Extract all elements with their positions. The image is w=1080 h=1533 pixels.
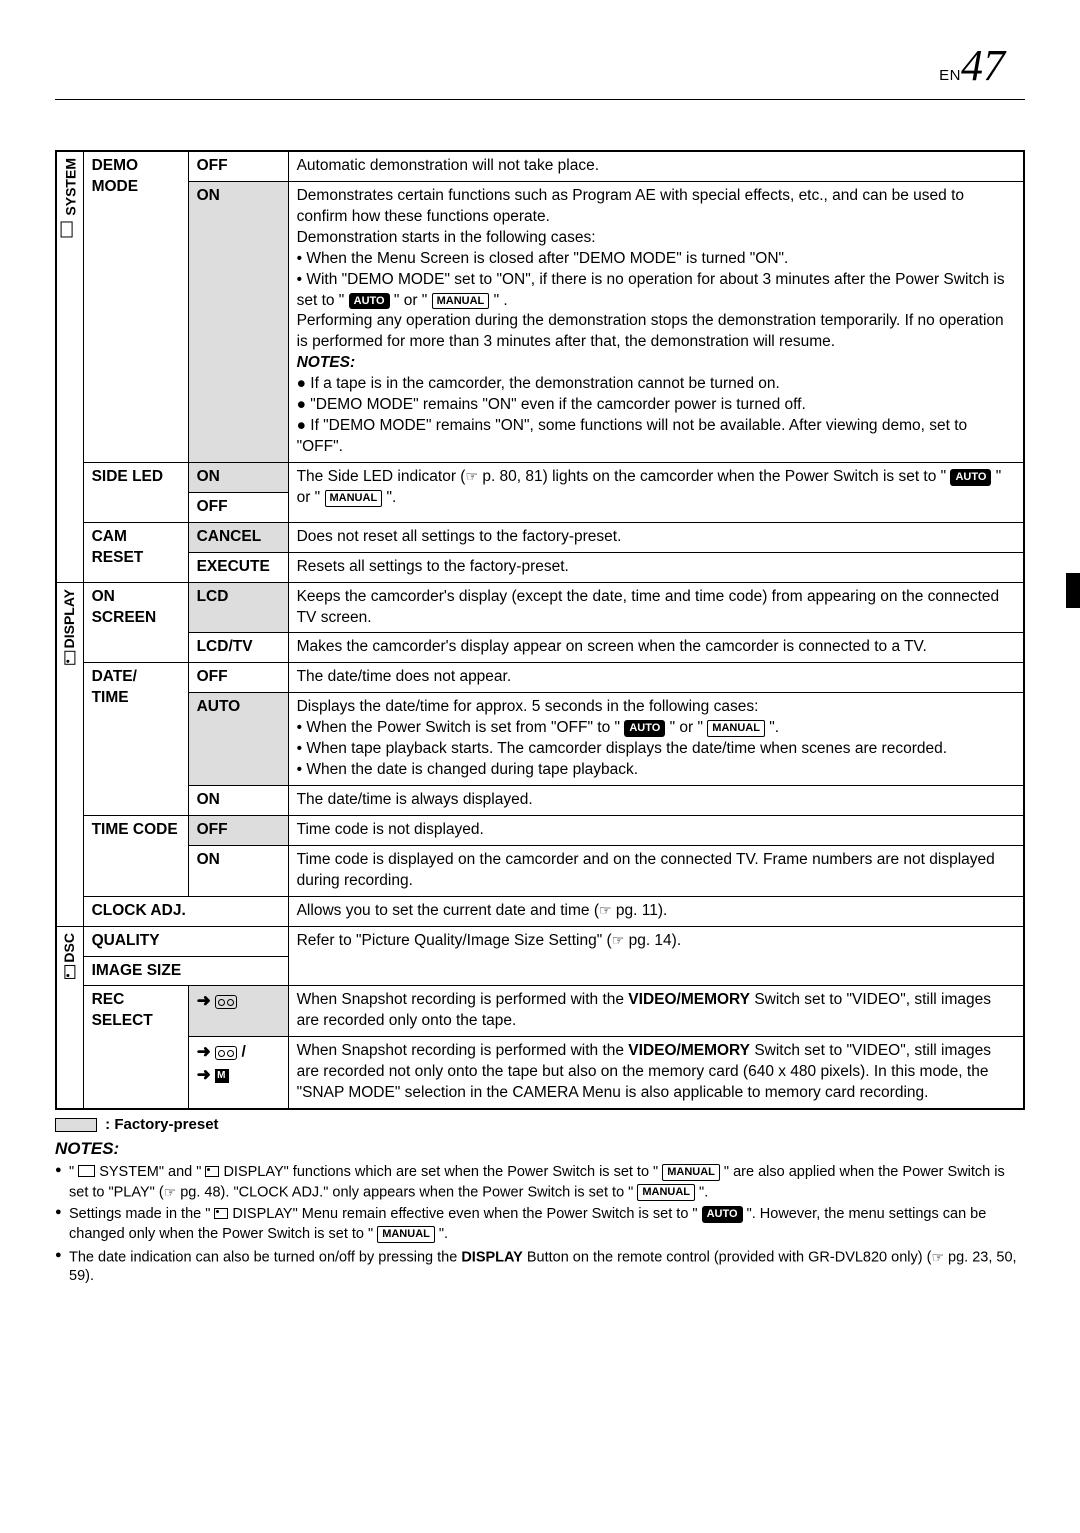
- desc-demo-off: Automatic demonstration will not take pl…: [288, 151, 1024, 181]
- memory-card-icon: [215, 1069, 229, 1083]
- desc-execute: Resets all settings to the factory-prese…: [288, 552, 1024, 582]
- option-off: OFF: [188, 815, 288, 845]
- en-label: EN: [939, 67, 961, 84]
- side-marker: [1066, 573, 1080, 608]
- setting-clock-adj: CLOCK ADJ.: [83, 896, 288, 926]
- setting-image-size: IMAGE SIZE: [83, 956, 288, 986]
- desc-cancel: Does not reset all settings to the facto…: [288, 522, 1024, 552]
- manual-pill: MANUAL: [325, 490, 383, 507]
- desc-rec-tape: When Snapshot recording is performed wit…: [288, 986, 1024, 1037]
- setting-side-led: SIDE LED: [83, 462, 188, 522]
- option-on: ON: [188, 785, 288, 815]
- auto-pill: AUTO: [950, 469, 991, 486]
- option-tape: ➜: [188, 986, 288, 1037]
- notes-list: " SYSTEM" and " DISPLAY" functions which…: [55, 1163, 1025, 1287]
- manual-pill: MANUAL: [637, 1184, 695, 1201]
- desc-tc-off: Time code is not displayed.: [288, 815, 1024, 845]
- desc-lcd: Keeps the camcorder's display (except th…: [288, 582, 1024, 633]
- tab-display-label: DISPLAY: [61, 589, 77, 648]
- display-icon: [205, 1166, 219, 1177]
- note-2: Settings made in the " DISPLAY" Menu rem…: [55, 1205, 1025, 1244]
- option-off: OFF: [188, 151, 288, 181]
- tape-icon: [215, 1046, 237, 1060]
- option-on: ON: [188, 462, 288, 492]
- tab-dsc: DSC: [56, 926, 83, 1109]
- option-auto: AUTO: [188, 693, 288, 786]
- settings-table: SYSTEM DEMO MODE OFF Automatic demonstra…: [55, 150, 1025, 1110]
- setting-demo-mode: DEMO MODE: [83, 151, 188, 462]
- shade-swatch: [55, 1118, 97, 1132]
- tab-system-label: SYSTEM: [63, 158, 79, 216]
- auto-pill: AUTO: [702, 1206, 743, 1223]
- setting-quality: QUALITY: [83, 926, 288, 956]
- option-lcd: LCD: [188, 582, 288, 633]
- notes-header: NOTES:: [55, 1139, 1025, 1159]
- desc-quality: Refer to "Picture Quality/Image Size Set…: [288, 926, 1024, 986]
- desc-demo-on: Demonstrates certain functions such as P…: [288, 181, 1024, 462]
- page-number: 47: [961, 41, 1005, 90]
- manual-pill: MANUAL: [707, 720, 765, 737]
- desc-tc-on: Time code is displayed on the camcorder …: [288, 845, 1024, 896]
- tab-system: SYSTEM: [56, 151, 83, 582]
- desc-clock-adj: Allows you to set the current date and t…: [288, 896, 1024, 926]
- desc-rec-both: When Snapshot recording is performed wit…: [288, 1037, 1024, 1109]
- option-off: OFF: [188, 492, 288, 522]
- setting-cam-reset: CAM RESET: [83, 522, 188, 582]
- display-icon: [214, 1208, 228, 1219]
- desc-lcdtv: Makes the camcorder's display appear on …: [288, 633, 1024, 663]
- tab-dsc-label: DSC: [61, 933, 77, 963]
- option-on: ON: [188, 181, 288, 462]
- desc-dt-off: The date/time does not appear.: [288, 663, 1024, 693]
- desc-dt-on: The date/time is always displayed.: [288, 785, 1024, 815]
- setting-date-time: DATE/ TIME: [83, 663, 188, 816]
- tape-icon: [215, 995, 237, 1009]
- auto-pill: AUTO: [624, 720, 665, 737]
- setting-time-code: TIME CODE: [83, 815, 188, 896]
- option-execute: EXECUTE: [188, 552, 288, 582]
- option-on: ON: [188, 845, 288, 896]
- option-tape-card: ➜ /➜: [188, 1037, 288, 1109]
- page-header: EN47: [55, 40, 1025, 100]
- factory-preset-legend: : Factory-preset: [55, 1116, 1025, 1133]
- note-3: The date indication can also be turned o…: [55, 1248, 1025, 1287]
- option-lcdtv: LCD/TV: [188, 633, 288, 663]
- desc-dt-auto: Displays the date/time for approx. 5 sec…: [288, 693, 1024, 786]
- system-icon: [78, 1165, 95, 1177]
- option-cancel: CANCEL: [188, 522, 288, 552]
- manual-pill: MANUAL: [377, 1226, 435, 1243]
- manual-pill: MANUAL: [662, 1164, 720, 1181]
- option-off: OFF: [188, 663, 288, 693]
- manual-pill: MANUAL: [432, 293, 490, 310]
- auto-pill: AUTO: [349, 293, 390, 310]
- setting-on-screen: ON SCREEN: [83, 582, 188, 663]
- tab-display: DISPLAY: [56, 582, 83, 926]
- setting-rec-select: REC SELECT: [83, 986, 188, 1109]
- note-1: " SYSTEM" and " DISPLAY" functions which…: [55, 1163, 1025, 1202]
- desc-side-led: The Side LED indicator (☞ p. 80, 81) lig…: [288, 462, 1024, 522]
